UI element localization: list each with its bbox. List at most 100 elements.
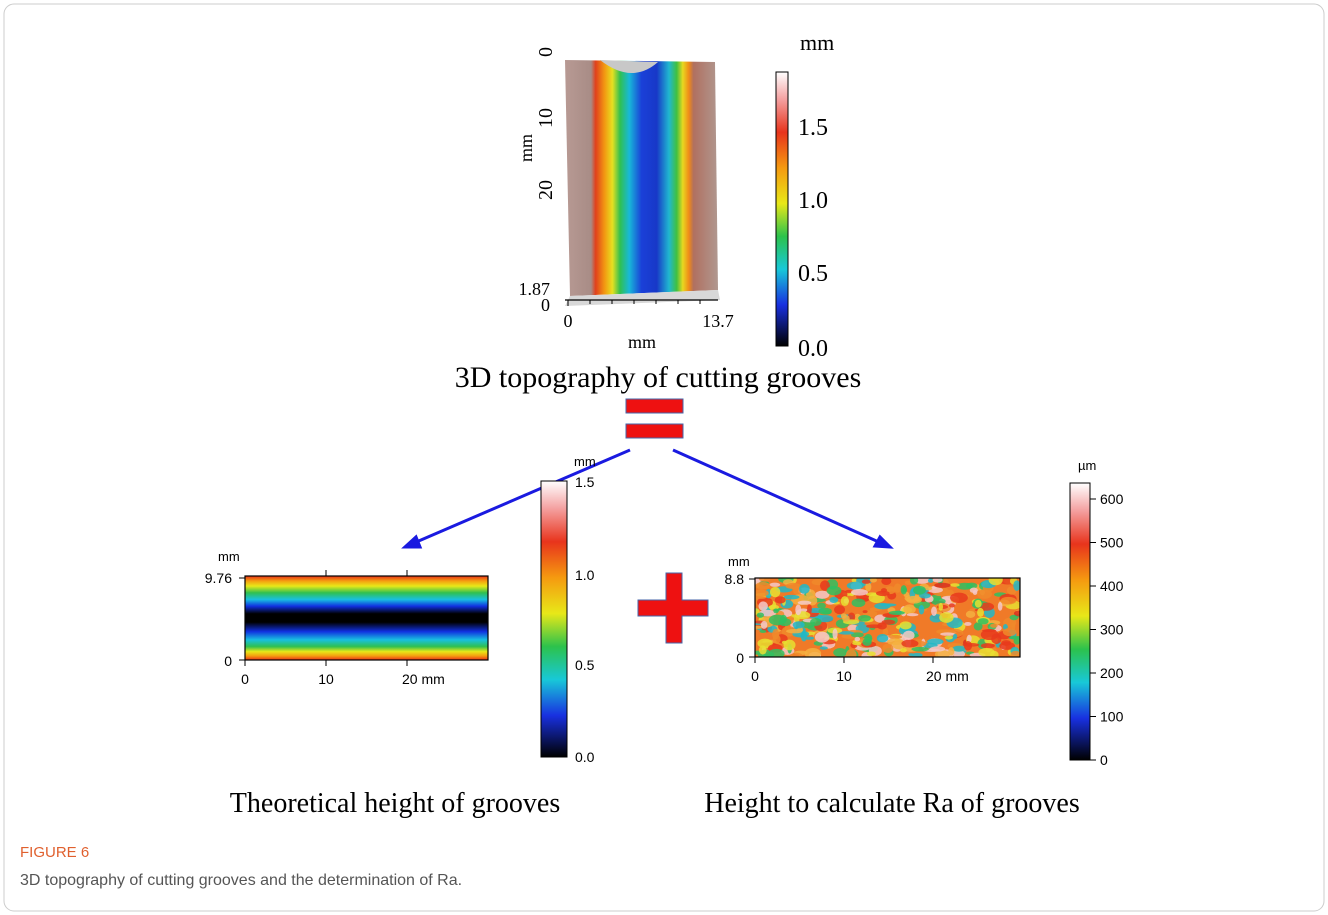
- x-tick: 10: [318, 671, 334, 687]
- colorbar-unit: µm: [1078, 458, 1096, 473]
- colorbar: [1069, 482, 1091, 761]
- texture-patch: [934, 649, 951, 657]
- y-tick: 0: [535, 47, 557, 57]
- colorbar-tick: 0.5: [798, 261, 828, 287]
- texture-patch: [817, 602, 826, 609]
- colorbar-tick: 1.5: [575, 474, 595, 490]
- x-ticks-3d: [567, 300, 701, 306]
- roughness-texture: [755, 578, 1020, 657]
- texture-patch: [881, 619, 896, 625]
- x-tick: 0: [564, 311, 573, 331]
- colorbar-tick: 1.0: [798, 188, 828, 214]
- y-label: mm: [516, 134, 536, 162]
- texture-patch: [882, 643, 894, 654]
- texture-patch: [774, 596, 786, 604]
- texture-patch: [840, 596, 849, 607]
- texture-patch: [842, 615, 850, 622]
- texture-patch: [911, 652, 923, 657]
- colorbar-unit: mm: [574, 454, 596, 469]
- texture-patch: [758, 601, 768, 611]
- texture-patch: [760, 620, 768, 629]
- colorbar-tick: 0.5: [575, 657, 595, 673]
- texture-patch: [962, 642, 980, 647]
- texture-patch: [845, 649, 857, 657]
- texture-patch: [852, 641, 862, 646]
- texture-patch: [785, 582, 801, 589]
- texture-patch: [927, 638, 944, 645]
- texture-patch: [786, 628, 803, 634]
- x-tick: 20 mm: [926, 668, 969, 684]
- colorbar-tick: 300: [1100, 622, 1124, 638]
- texture-patch: [772, 628, 780, 640]
- texture-patch: [861, 579, 871, 584]
- texture-patch: [829, 596, 839, 604]
- plus-sign: [637, 572, 709, 644]
- texture-patch: [1010, 650, 1020, 657]
- texture-patch: [918, 604, 925, 615]
- texture-patch: [977, 589, 992, 599]
- texture-patch: [807, 603, 812, 615]
- texture-patch: [990, 623, 998, 628]
- texture-patch: [899, 621, 912, 630]
- texture-patch: [792, 621, 805, 629]
- ticks: [749, 578, 934, 663]
- texture-patch: [768, 604, 780, 610]
- texture-patch: [869, 578, 877, 583]
- texture-patch: [880, 588, 888, 593]
- colorbar-tick: 400: [1100, 578, 1124, 594]
- texture-patch: [865, 592, 879, 597]
- texture-patch: [948, 603, 956, 608]
- texture-patch: [758, 645, 767, 655]
- texture-patch: [1001, 640, 1012, 646]
- x-tick: 0: [241, 671, 249, 687]
- texture-patch: [757, 638, 773, 649]
- colorbar-tick: 0: [1100, 752, 1108, 768]
- texture-patch: [911, 646, 929, 652]
- texture-patch: [964, 621, 972, 626]
- z-tick: 0: [541, 295, 550, 315]
- x-label: mm: [628, 332, 656, 352]
- texture-patch: [838, 631, 855, 635]
- texture-patch: [940, 632, 956, 636]
- texture-patch: [800, 630, 808, 642]
- texture-patch: [799, 583, 810, 594]
- texture-patch: [1011, 622, 1016, 631]
- texture-patch: [755, 589, 769, 597]
- texture-patch: [815, 590, 830, 599]
- texture-patch: [973, 622, 983, 631]
- texture-patch: [769, 586, 781, 598]
- texture-patch: [977, 618, 989, 625]
- colorbar-unit: mm: [800, 30, 834, 55]
- colorbar-tick: 100: [1100, 709, 1124, 725]
- y-tick: 20: [535, 180, 557, 200]
- texture-patch: [948, 647, 955, 656]
- y-tick: 9.76: [205, 570, 232, 586]
- x-tick: 0: [751, 668, 759, 684]
- texture-patch: [795, 604, 802, 616]
- texture-patch: [991, 633, 1002, 645]
- texture-patch: [1008, 635, 1020, 640]
- texture-patch: [832, 628, 838, 640]
- texture-patch: [888, 610, 905, 615]
- texture-patch: [844, 589, 853, 594]
- texture-patch: [768, 614, 786, 626]
- texture-patch: [906, 613, 919, 617]
- texture-patch: [797, 600, 812, 605]
- texture-patch: [851, 578, 857, 583]
- texture-patch: [876, 634, 889, 643]
- texture-patch: [950, 592, 968, 603]
- arrows: [401, 448, 894, 549]
- plot-frame: [754, 577, 1021, 658]
- texture-patch: [851, 632, 864, 638]
- texture-patch: [790, 652, 803, 657]
- texture-patch: [949, 583, 960, 587]
- texture-patch: [793, 615, 800, 623]
- texture-patch: [882, 628, 889, 637]
- y-tick: 10: [535, 108, 557, 128]
- texture-patch: [862, 638, 872, 646]
- colorbar-tick: 1.0: [575, 567, 595, 583]
- texture-patch: [972, 590, 978, 596]
- texture-patch: [909, 578, 919, 585]
- texture-patch: [887, 638, 904, 646]
- texture-patch: [938, 602, 943, 611]
